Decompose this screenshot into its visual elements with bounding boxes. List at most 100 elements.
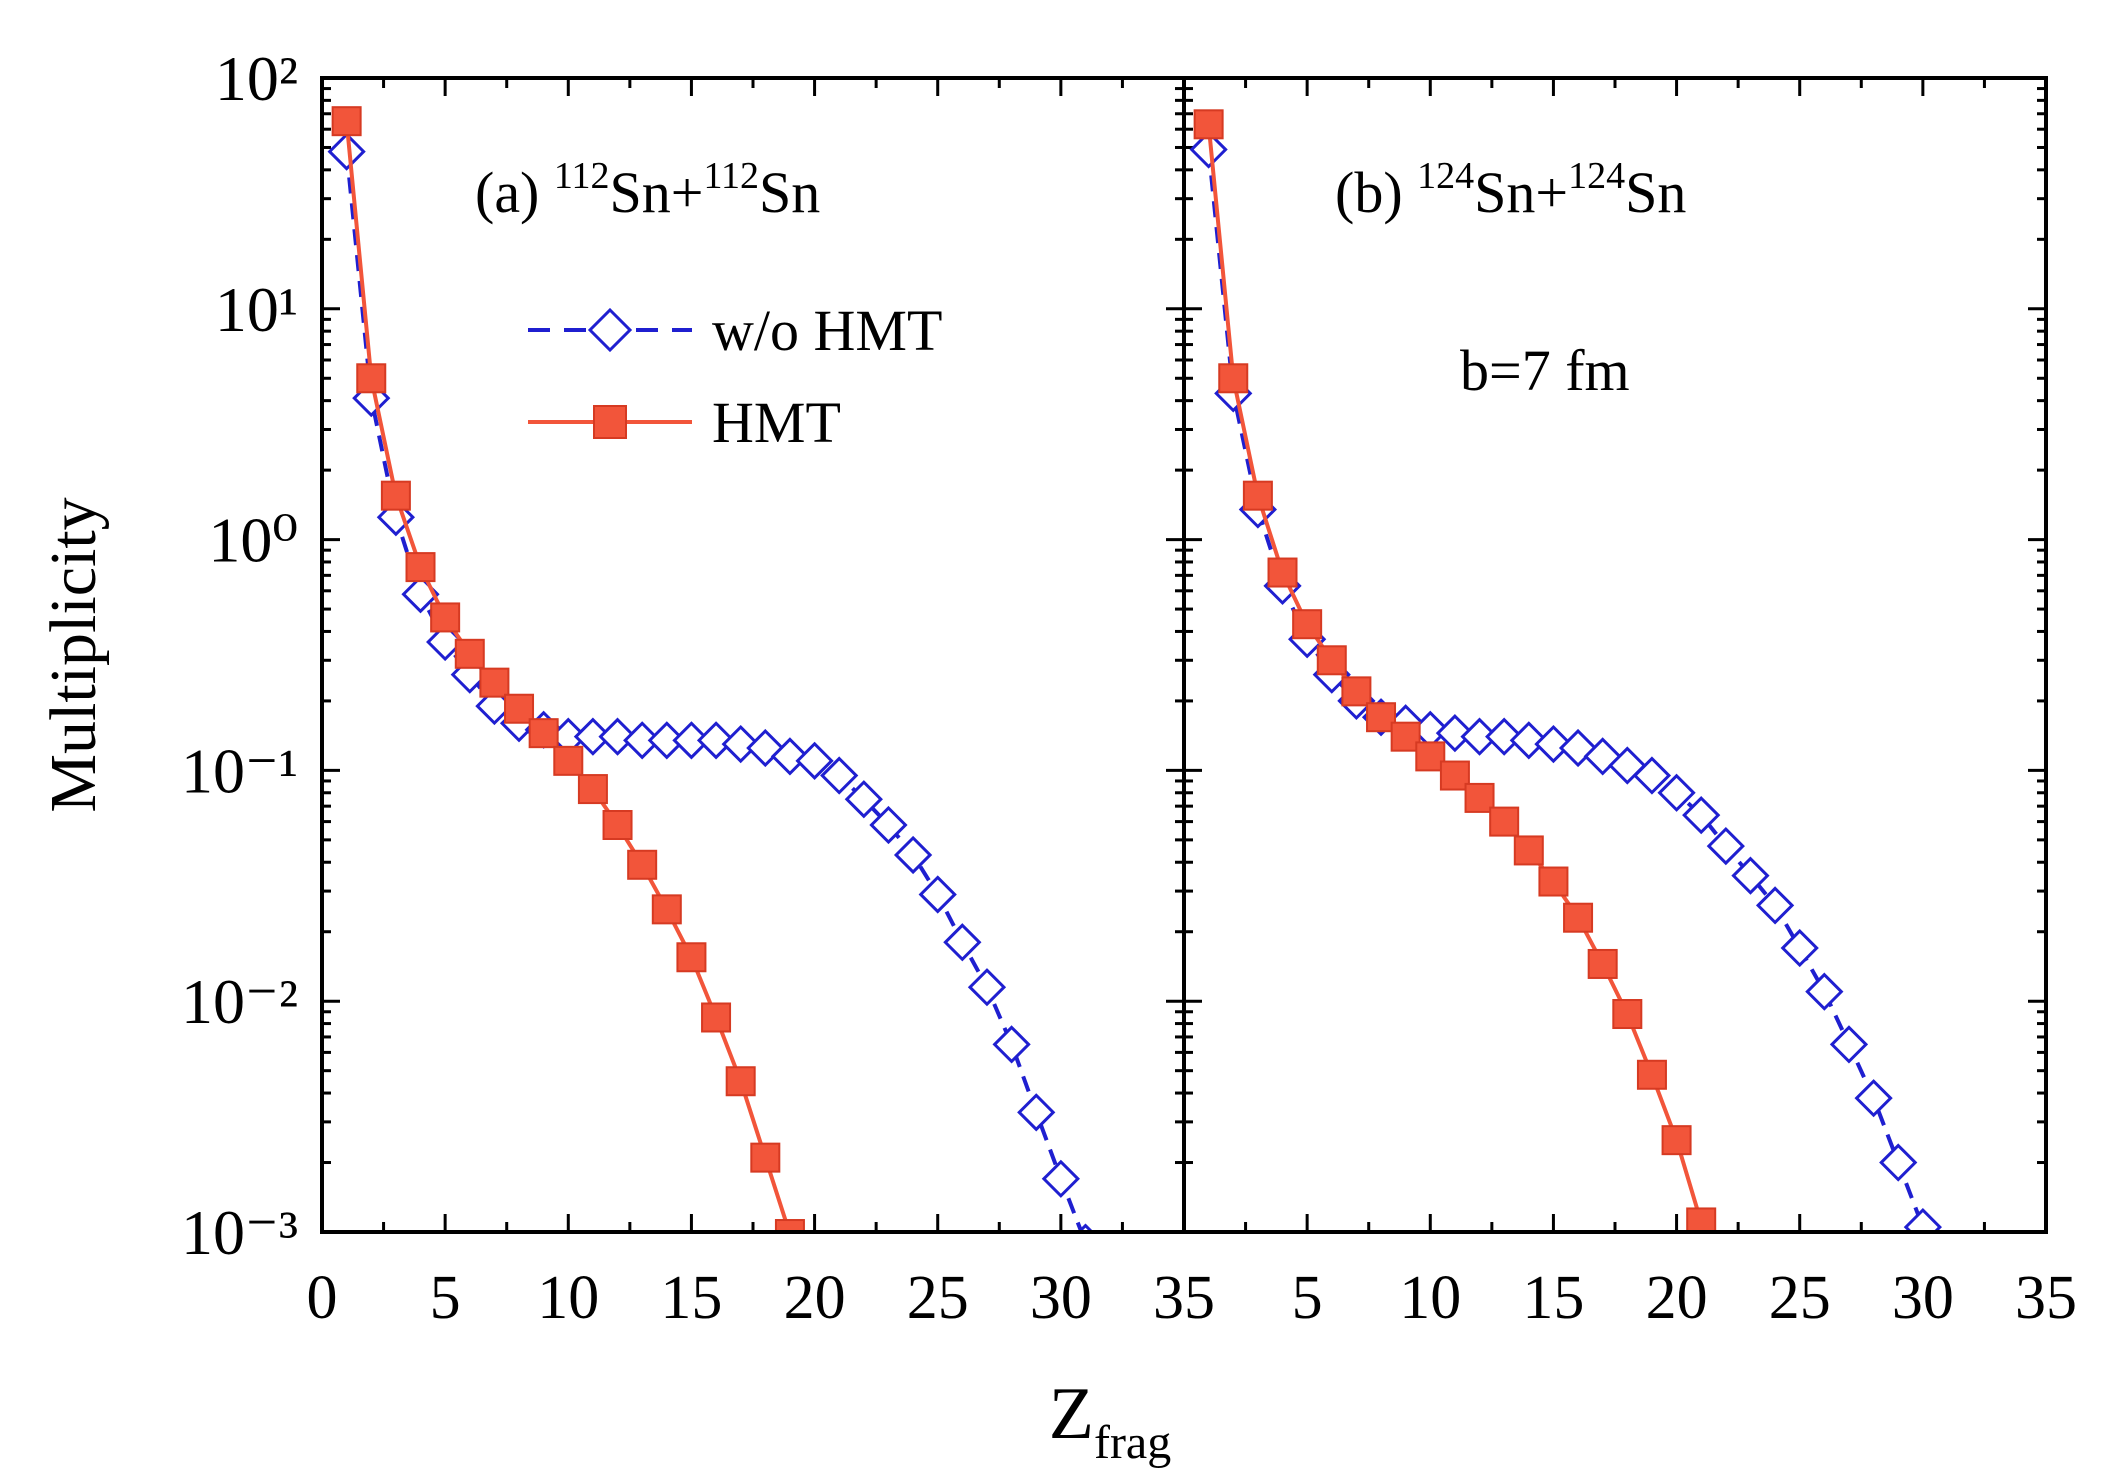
data-point-without-hmt xyxy=(327,132,366,171)
legend: w/o HMT HMT xyxy=(528,298,942,455)
data-point-hmt xyxy=(1489,806,1520,837)
data-point-hmt xyxy=(1267,557,1298,588)
x-tick-label: 30 xyxy=(1892,1264,1954,1332)
y-tick-label: 10⁻¹ xyxy=(181,735,298,806)
data-point-without-hmt xyxy=(992,1025,1031,1064)
data-point-without-hmt xyxy=(1780,928,1819,968)
data-point-hmt xyxy=(528,718,559,749)
data-point-without-hmt xyxy=(1682,796,1721,835)
data-point-hmt xyxy=(602,810,633,841)
data-point-hmt xyxy=(553,745,584,776)
data-point-without-hmt xyxy=(869,805,908,845)
panel-b-series xyxy=(1189,109,1942,1232)
panel-b: 5 10 15 20 25 30 35 (b) 124Sn+124Sn b=7 fm xyxy=(1182,76,2077,1332)
legend-marker-without-hmt xyxy=(587,307,633,353)
impact-parameter-label: b=7 fm xyxy=(1460,338,1630,403)
x-tick-label: 25 xyxy=(907,1264,969,1332)
data-point-hmt xyxy=(676,942,707,973)
panel-a-title-mass2: 112 xyxy=(703,155,759,197)
x-tick-label: 25 xyxy=(1769,1264,1831,1332)
data-point-hmt xyxy=(380,480,411,511)
data-point-hmt xyxy=(1612,999,1643,1030)
series-line-hmt xyxy=(1206,124,1706,1232)
data-point-without-hmt xyxy=(1509,721,1548,760)
x-tick-label: 5 xyxy=(1292,1264,1323,1332)
panel-b-title-mass2: 124 xyxy=(1568,155,1625,197)
data-point-hmt xyxy=(1587,948,1618,979)
x-tick-label: 15 xyxy=(660,1264,722,1332)
data-point-without-hmt xyxy=(967,968,1007,1007)
data-point-without-hmt xyxy=(1435,714,1475,753)
panel-b-title-sn-plus: Sn+ xyxy=(1474,160,1568,225)
data-point-without-hmt xyxy=(1558,728,1598,768)
data-point-without-hmt xyxy=(943,923,982,962)
panel-b-title-mass1: 124 xyxy=(1417,155,1474,197)
data-point-without-hmt xyxy=(844,780,883,819)
data-point-hmt xyxy=(479,667,510,698)
panel-b-title: (b) 124Sn+124Sn xyxy=(1335,155,1686,225)
series-line-without-hmt xyxy=(1206,149,1927,1232)
data-point-without-hmt xyxy=(1632,756,1672,795)
data-point-hmt xyxy=(750,1142,781,1173)
x-axis-label: Zfrag xyxy=(1049,1373,1171,1469)
data-point-hmt xyxy=(454,638,485,669)
panel-a-title: (a) 112Sn+112Sn xyxy=(475,155,820,225)
data-point-hmt xyxy=(356,363,387,394)
data-point-without-hmt xyxy=(721,724,760,764)
x-tick-label: 30 xyxy=(1030,1264,1092,1332)
data-point-without-hmt xyxy=(1854,1079,1893,1118)
data-point-without-hmt xyxy=(1903,1207,1942,1232)
x-tick-label: 10 xyxy=(1399,1264,1461,1332)
data-point-without-hmt xyxy=(1755,886,1795,925)
data-point-hmt xyxy=(430,602,461,633)
panel-b-x-tick-labels: 5 10 15 20 25 30 35 xyxy=(1292,1264,2077,1332)
data-point-without-hmt xyxy=(1583,737,1622,776)
data-point-hmt xyxy=(577,774,608,805)
panel-a: 10⁻³ 10⁻² 10⁻¹ 10⁰ 10¹ 10² 0 5 10 15 20 25 30 35 (a)… xyxy=(181,43,1216,1332)
legend-label-hmt: HMT xyxy=(712,390,841,455)
data-point-hmt xyxy=(1563,902,1594,933)
data-point-hmt xyxy=(1415,741,1446,772)
y-tick-label: 10⁻² xyxy=(181,966,298,1037)
data-point-without-hmt xyxy=(1017,1093,1056,1132)
x-tick-label: 15 xyxy=(1522,1264,1584,1332)
data-point-without-hmt xyxy=(696,721,736,760)
y-tick-label: 10² xyxy=(215,43,298,114)
data-point-without-hmt xyxy=(893,835,933,875)
data-point-without-hmt xyxy=(1657,773,1696,812)
data-point-hmt xyxy=(405,552,436,583)
y-tick-label: 10¹ xyxy=(215,274,298,345)
data-point-hmt xyxy=(701,1002,732,1033)
data-point-hmt xyxy=(1538,866,1569,897)
data-point-hmt xyxy=(1661,1125,1692,1156)
legend-marker-hmt xyxy=(593,405,627,439)
data-point-hmt xyxy=(1341,676,1372,707)
data-point-hmt xyxy=(627,849,658,880)
legend-label-without-hmt: w/o HMT xyxy=(712,298,942,363)
panel-b-frame xyxy=(1182,76,2048,1234)
data-point-without-hmt xyxy=(1805,972,1844,1011)
x-axis-label-sub: frag xyxy=(1094,1416,1171,1469)
data-point-without-hmt xyxy=(1189,130,1228,169)
data-point-hmt xyxy=(1686,1207,1717,1232)
data-point-hmt xyxy=(1193,109,1224,140)
x-axis-label-main: Z xyxy=(1049,1373,1094,1455)
data-point-hmt xyxy=(504,693,535,724)
y-tick-labels: 10⁻³ 10⁻² 10⁻¹ 10⁰ 10¹ 10² xyxy=(181,43,298,1268)
panel-b-ticks xyxy=(1182,76,2048,1234)
data-point-hmt xyxy=(331,106,362,137)
x-tick-label: 20 xyxy=(1646,1264,1708,1332)
data-point-hmt xyxy=(1292,609,1323,640)
data-point-without-hmt xyxy=(1534,724,1573,764)
data-point-without-hmt xyxy=(795,741,834,780)
data-point-without-hmt xyxy=(1879,1143,1918,1182)
x-tick-label: 20 xyxy=(784,1264,846,1332)
data-point-hmt xyxy=(651,894,682,925)
panel-a-frame xyxy=(320,76,1186,1234)
x-tick-label: 0 xyxy=(307,1264,338,1332)
data-point-without-hmt xyxy=(1485,717,1524,756)
data-point-hmt xyxy=(1464,782,1495,813)
data-point-without-hmt xyxy=(770,737,810,776)
panel-a-x-tick-labels: 0 5 10 15 20 25 30 35 xyxy=(307,1264,1216,1332)
